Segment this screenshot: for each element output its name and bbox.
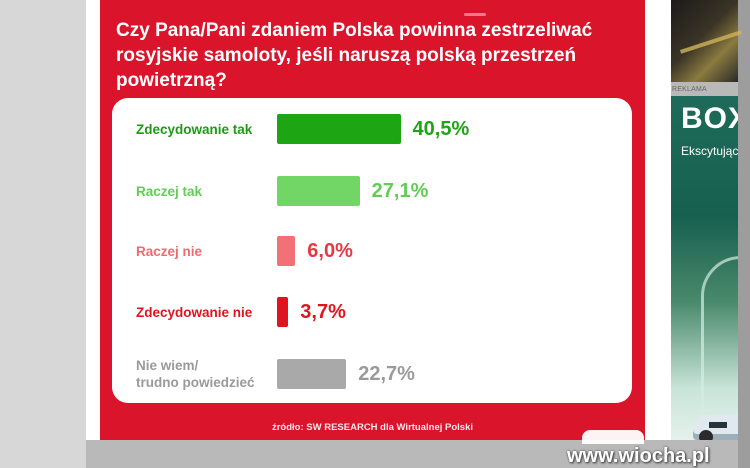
poll-answer-row: Nie wiem/ trudno powiedzieć 22,7% (112, 352, 632, 396)
poll-answer-value: 40,5% (412, 118, 470, 140)
poll-question: Czy Pana/Pani zdaniem Polska powinna zes… (116, 20, 593, 91)
poll-answer-row: Zdecydowanie nie 3,7% (112, 290, 632, 334)
site-watermark: www.wiocha.pl (567, 445, 710, 467)
poll-answer-value: 3,7% (300, 301, 346, 323)
ad-car-wheel (699, 430, 713, 440)
publisher-logo (582, 430, 644, 444)
ad-banner[interactable]: BOX Ekscytujący (671, 96, 738, 440)
ad-arch-graphic (701, 256, 738, 412)
poll-answer-label: Zdecydowanie tak (136, 121, 253, 137)
poll-answer-value: 6,0% (307, 240, 353, 262)
poll-answer-bar (277, 297, 289, 327)
ad-label: REKLAMA (672, 86, 707, 93)
poll-answers-panel: Zdecydowanie tak 40,5% Raczej tak 27,1% … (112, 98, 632, 403)
right-page-edge (738, 0, 750, 468)
poll-card: Czy Pana/Pani zdaniem Polska powinna zes… (100, 0, 645, 444)
poll-source: źródło: SW RESEARCH dla Wirtualnej Polsk… (100, 414, 645, 440)
ad-tagline: Ekscytujący (681, 144, 738, 158)
poll-answer-bar (277, 114, 401, 144)
left-gutter (0, 0, 86, 468)
poll-answer-bar (277, 236, 296, 266)
poll-answer-row: Zdecydowanie tak 40,5% (112, 107, 632, 151)
poll-answer-label: Raczej tak (136, 183, 203, 199)
ad-top-image[interactable] (671, 0, 743, 82)
poll-answer-value: 22,7% (358, 363, 415, 385)
ad-car-plate (709, 422, 727, 428)
poll-answer-value: 27,1% (371, 180, 429, 202)
poll-answer-label: Raczej nie (136, 243, 203, 259)
ad-brand-logo: BOX (681, 102, 738, 135)
card-handle (464, 13, 486, 16)
poll-answer-row: Raczej nie 6,0% (112, 229, 632, 273)
poll-answer-label: Nie wiem/ trudno powiedzieć (136, 358, 255, 390)
ad-car-image (693, 414, 738, 440)
poll-answer-label: Zdecydowanie nie (136, 304, 253, 320)
poll-answer-bar (277, 359, 347, 389)
poll-answer-bar (277, 176, 360, 206)
poll-source-text: źródło: SW RESEARCH dla Wirtualnej Polsk… (271, 421, 474, 433)
ad-top-streak (679, 30, 743, 54)
poll-answer-row: Raczej tak 27,1% (112, 169, 632, 213)
